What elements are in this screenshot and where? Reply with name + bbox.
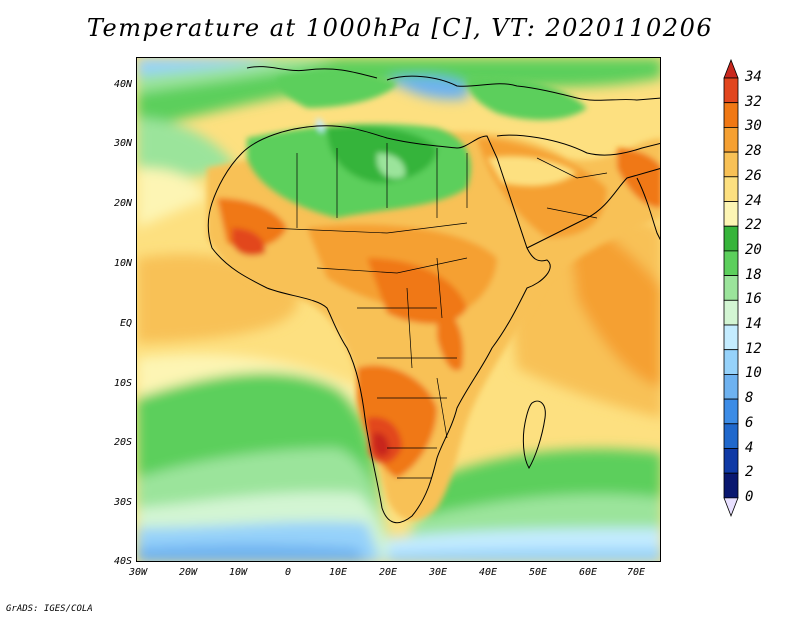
lon-label-40e: 40E	[478, 567, 498, 578]
lat-label-30n: 30N	[113, 138, 132, 149]
colorbar-top-triangle	[723, 58, 739, 79]
lat-label-40s: 40S	[113, 556, 132, 567]
northern-ocean-fields	[137, 58, 660, 228]
lat-label-40n: 40N	[113, 79, 132, 90]
credit-text: GrADS: IGES/COLA	[6, 604, 93, 614]
lon-label-10w: 10W	[228, 567, 248, 578]
colorbar-cell	[723, 299, 739, 326]
country-borders	[266, 143, 608, 479]
colorbar-cell	[723, 151, 739, 178]
colorbar-label: 2	[745, 464, 754, 481]
colorbar-label: 14	[745, 316, 762, 332]
lat-label-30s: 30S	[113, 497, 132, 508]
colorbar-label: 28	[745, 143, 762, 160]
colorbar-label: 6	[745, 414, 754, 431]
lat-label-eq: EQ	[119, 318, 132, 329]
lon-label-20w: 20W	[178, 567, 198, 578]
colorbar-label: 12	[745, 340, 762, 357]
arabia-coastline	[496, 134, 660, 249]
colorbar-cell	[723, 250, 739, 276]
colorbar-cell	[723, 176, 739, 202]
colorbar-label: 4	[745, 439, 754, 456]
colorbar-cell	[723, 398, 739, 425]
lon-label-30w: 30W	[128, 567, 148, 578]
colorbar-label: 22	[745, 217, 762, 234]
colorbar-label: 26	[745, 167, 762, 184]
sahara-cool-fields	[247, 72, 587, 218]
colorbar-label: 8	[745, 390, 754, 407]
lat-label-10n: 10N	[113, 258, 132, 269]
lon-label-70e: 70E	[626, 567, 646, 578]
colorbar-label: 18	[745, 266, 762, 283]
colorbar-cell	[723, 448, 739, 474]
colorbar-label: 20	[745, 241, 762, 258]
africa-coastline	[207, 125, 551, 524]
lat-label-20s: 20S	[113, 437, 132, 448]
lat-label-20n: 20N	[113, 198, 132, 209]
lon-label-20e: 20E	[378, 567, 398, 578]
lon-label-10e: 10E	[328, 567, 348, 578]
india-coastline	[636, 177, 660, 241]
colorbar-cell	[723, 225, 739, 252]
colorbar-cell	[723, 102, 739, 128]
colorbar-label: 10	[745, 365, 762, 382]
colorbar-cell	[723, 373, 739, 400]
colorbar-label: 24	[745, 192, 762, 209]
colorbar-bottom-triangle	[723, 497, 739, 518]
colorbar-cell	[723, 423, 739, 449]
colorbar-cell	[723, 349, 739, 375]
colorbar-label: 0	[745, 488, 754, 505]
colorbar-label: 16	[745, 291, 762, 308]
temperature-map	[137, 58, 660, 561]
colorbar-label: 32	[745, 93, 762, 110]
colorbar	[723, 58, 739, 518]
colorbar-label: 30	[745, 118, 762, 135]
southern-ocean-fields	[137, 354, 660, 561]
colorbar-cell	[723, 201, 739, 227]
map-panel[interactable]	[136, 57, 661, 562]
colorbar-cell	[723, 472, 739, 499]
coastlines	[207, 66, 660, 524]
colorbar-cell	[723, 324, 739, 351]
lat-label-10s: 10S	[113, 378, 132, 389]
colorbar-cell	[723, 275, 739, 301]
lon-label-0: 0	[284, 567, 292, 578]
colorbar-label: 34	[745, 69, 762, 85]
colorbar-cell	[723, 77, 739, 104]
lon-label-60e: 60E	[578, 567, 598, 578]
lon-label-50e: 50E	[528, 567, 548, 578]
europe-coastline	[246, 66, 660, 101]
chart-title: Temperature at 1000hPa [C], VT: 20201102…	[86, 14, 714, 42]
colorbar-cell	[723, 127, 739, 153]
madagascar-coastline	[522, 400, 546, 469]
lon-label-30e: 30E	[428, 567, 448, 578]
